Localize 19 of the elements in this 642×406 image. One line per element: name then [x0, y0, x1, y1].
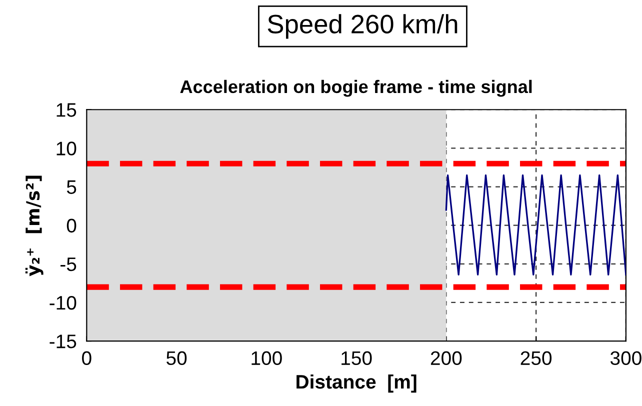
y-axis-title: ÿ₂⁺ [m/s²]	[25, 176, 44, 276]
y-tick-label: -5	[60, 258, 76, 272]
x-tick-label: 0	[82, 351, 92, 366]
x-tick-label: 300	[610, 351, 642, 366]
y-tick-label: -15	[50, 334, 76, 348]
x-tick-label: 200	[430, 351, 462, 366]
x-tick-label: 100	[252, 351, 282, 366]
x-axis-title: Distance [m]	[296, 374, 416, 393]
y-tick-label: 0	[66, 218, 76, 233]
x-tick-label: 50	[166, 351, 187, 366]
y-tick-label: 10	[56, 142, 76, 156]
x-tick-label: 250	[520, 351, 552, 366]
chart-title: Acceleration on bogie frame - time signal	[180, 80, 532, 97]
y-tick-label: 5	[66, 180, 76, 194]
x-tick-label: 150	[342, 351, 372, 366]
y-tick-label: 15	[56, 103, 76, 117]
line-series	[445, 174, 626, 276]
chart-subtitle: Speed 260 km/h	[268, 14, 458, 39]
y-tick-label: -10	[50, 296, 76, 310]
